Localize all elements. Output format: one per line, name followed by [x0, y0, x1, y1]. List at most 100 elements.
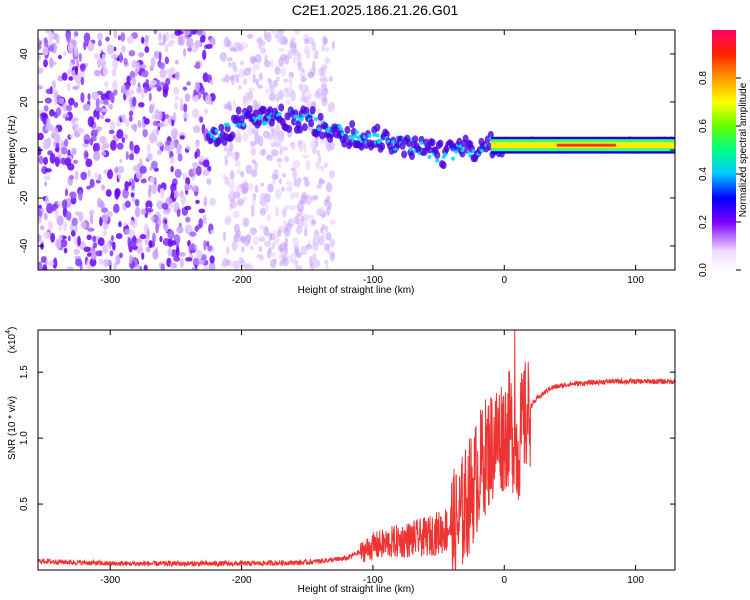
heatmap-cell [229, 260, 235, 268]
heatmap-cell [309, 256, 313, 268]
heatmap-cell [283, 156, 290, 163]
heatmap-cell [144, 46, 150, 54]
heatmap-cell [349, 120, 356, 129]
heatmap-cell [156, 200, 164, 210]
heatmap-cell [119, 158, 123, 164]
heatmap-cell [173, 86, 180, 95]
heatmap-cell [310, 139, 315, 149]
heatmap-cell [52, 127, 59, 137]
heatmap-cell [283, 90, 290, 98]
spectrogram-xtick-label: -200 [232, 275, 252, 286]
heatmap-cell [247, 91, 254, 102]
heatmap-cell [121, 114, 126, 123]
heatmap-cell [183, 30, 191, 36]
heatmap-cell [358, 142, 365, 151]
heatmap-cell [315, 88, 324, 98]
snr-plot-area [38, 330, 675, 570]
heatmap-cell [350, 135, 355, 140]
heatmap-cell [214, 128, 219, 133]
heatmap-cell [305, 51, 311, 60]
heatmap-cell [159, 62, 166, 70]
heatmap-cell [177, 153, 183, 162]
heatmap-cell [46, 136, 52, 148]
heatmap-cell [141, 37, 145, 44]
heatmap-cell [265, 204, 270, 212]
heatmap-cell [311, 41, 317, 52]
heatmap-cell [236, 168, 241, 174]
heatmap-cell [78, 211, 84, 222]
heatmap-cell [168, 39, 176, 45]
heatmap-cell [131, 60, 138, 69]
heatmap-cell [295, 226, 303, 235]
heatmap-cell [44, 168, 52, 173]
heatmap-cell [129, 115, 133, 122]
heatmap-cell [177, 35, 184, 46]
heatmap-cell [127, 237, 131, 248]
heatmap-cell [233, 66, 238, 73]
heatmap-cell [87, 169, 91, 178]
heatmap-cell [185, 145, 191, 150]
spectrogram-ylabel: Frequency (Hz) [7, 116, 18, 185]
heatmap-cell [48, 57, 54, 69]
heatmap-cell [69, 134, 74, 139]
heatmap-cell [137, 120, 142, 128]
heatmap-cell [121, 45, 126, 53]
heatmap-cell [145, 86, 152, 92]
heatmap-cell [87, 116, 95, 128]
heatmap-cell [224, 159, 229, 167]
heatmap-cell [176, 226, 184, 234]
heatmap-cell [266, 214, 272, 222]
heatmap-cell [252, 99, 258, 105]
heatmap-cell [303, 106, 310, 115]
heatmap-cell [273, 67, 282, 75]
heatmap-cell [288, 76, 293, 87]
heatmap-cell [307, 71, 314, 78]
heatmap-cell [128, 153, 134, 161]
heatmap-cell [184, 205, 192, 211]
heatmap-cell [110, 235, 114, 242]
heatmap-cell [94, 106, 102, 113]
heatmap-cell [339, 126, 344, 131]
colorbar-tick-label: 0.6 [698, 119, 709, 133]
heatmap-cell [173, 255, 181, 262]
heatmap-cell [160, 263, 165, 270]
heatmap-cell [38, 85, 43, 90]
heatmap-cell [297, 139, 303, 145]
heatmap-cell [290, 192, 295, 201]
heatmap-cell [185, 177, 191, 186]
heatmap-cell [157, 122, 165, 127]
heatmap-cell [267, 77, 271, 84]
heatmap-cell [282, 173, 286, 178]
heatmap-cell [56, 215, 64, 226]
heatmap-cell [80, 76, 85, 86]
heatmap-cell [146, 208, 154, 213]
heatmap-cell [280, 40, 284, 46]
heatmap-cell [419, 140, 424, 145]
heatmap-cell [71, 217, 78, 227]
heatmap-cell [117, 166, 125, 174]
heatmap-cell [303, 228, 308, 237]
heatmap-cell [218, 123, 225, 132]
heatmap-cell [43, 175, 51, 181]
colorbar-tick-label: 0.4 [698, 167, 709, 181]
heatmap-cell [280, 252, 286, 258]
heatmap-cell [84, 139, 90, 145]
heatmap-cell [110, 139, 117, 151]
heatmap-cell [174, 101, 178, 110]
spectrogram-xtick-label: 0 [501, 275, 507, 286]
heatmap-cell [257, 84, 264, 89]
heatmap-cell [298, 143, 304, 152]
heatmap-cell [205, 94, 212, 105]
heatmap-cell [262, 130, 270, 139]
heatmap-cell [293, 30, 301, 35]
heatmap-cell [113, 167, 119, 174]
heatmap-cell [40, 225, 45, 231]
heatmap-cell [301, 83, 307, 93]
heatmap-cell [86, 185, 91, 190]
heatmap-cell [271, 242, 275, 250]
snr-frame [37, 329, 676, 571]
heatmap-cell [80, 92, 85, 103]
heatmap-cell [164, 44, 169, 53]
heatmap-cell [231, 151, 236, 160]
heatmap-cell [274, 206, 280, 218]
